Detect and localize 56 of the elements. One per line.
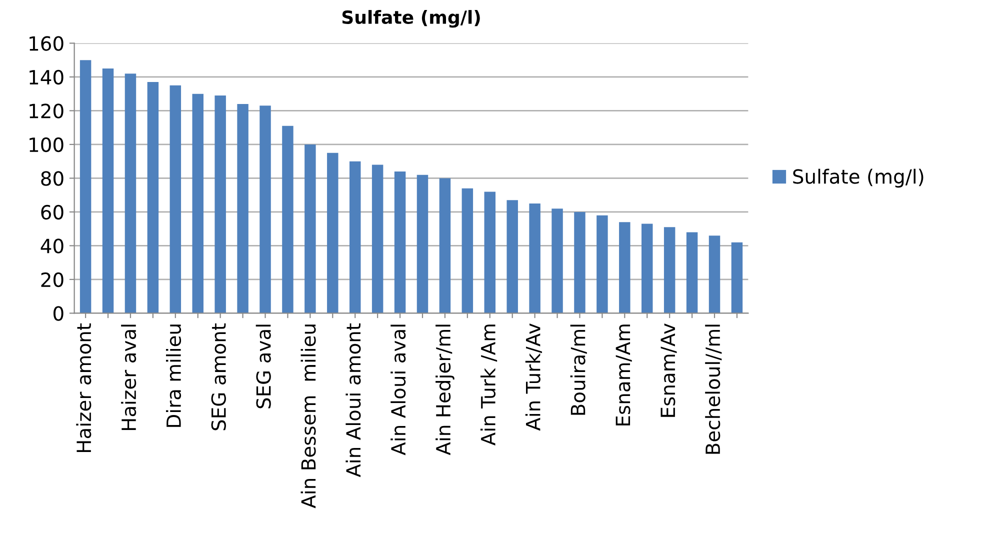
bar xyxy=(214,96,226,314)
bar xyxy=(102,68,114,314)
bar xyxy=(237,104,248,314)
x-tick-label: Dira milieu xyxy=(166,324,182,427)
x-tick-label: Ain Turk/Av xyxy=(525,323,542,431)
bar xyxy=(596,215,608,314)
bar xyxy=(147,82,159,314)
y-tick-label: 120 xyxy=(30,104,64,118)
x-tick-label: Bouira/ml xyxy=(570,324,587,415)
bar xyxy=(708,236,720,314)
x-tick-label: Ain Turk /Am xyxy=(480,324,498,446)
x-tick-label: SEG aval xyxy=(256,324,271,408)
bar xyxy=(462,188,474,314)
bar xyxy=(282,126,294,314)
x-tick-label: Ain Aloui aval xyxy=(390,324,406,456)
y-tick-label: 20 xyxy=(41,272,64,288)
bar xyxy=(506,200,518,314)
bar xyxy=(552,208,563,314)
y-tick-label: 60 xyxy=(41,204,64,220)
bar xyxy=(192,94,204,314)
y-tick-label: 100 xyxy=(30,137,64,152)
bar xyxy=(260,106,271,314)
y-tick-label: 140 xyxy=(30,70,64,85)
x-tick-label: Haizer aval xyxy=(121,324,136,430)
bar xyxy=(619,222,630,314)
bar xyxy=(439,178,451,314)
chart-title: Sulfate (mg/l) xyxy=(342,10,480,28)
x-tick-label: Ain Hedjer/ml xyxy=(436,324,454,456)
x-tick-label: Ain Aloui amont xyxy=(346,323,361,478)
bar xyxy=(372,164,384,314)
bar xyxy=(686,232,698,314)
y-tick-label: 80 xyxy=(41,171,64,186)
bar xyxy=(529,204,540,314)
bar xyxy=(731,242,743,314)
x-tick-label: Haizer amont xyxy=(76,323,92,452)
bar xyxy=(394,171,406,314)
bar xyxy=(327,152,338,314)
legend-label: Sulfate (mg/l) xyxy=(793,168,924,188)
x-tick-label: Ain Bessem milieu xyxy=(300,324,316,508)
bar xyxy=(349,161,361,314)
bar xyxy=(80,60,92,314)
bar xyxy=(124,74,136,314)
bar xyxy=(664,227,676,314)
bar xyxy=(642,224,653,314)
x-tick-label: SEG amont xyxy=(211,323,226,430)
x-tick-label: Esnam/Am xyxy=(616,324,632,426)
bar xyxy=(484,192,496,314)
y-tick-label: 0 xyxy=(54,306,64,321)
bar xyxy=(170,85,182,314)
y-tick-label: 160 xyxy=(30,36,64,51)
x-tick-label: Becheloul//ml xyxy=(705,324,722,454)
bar xyxy=(416,174,428,314)
bar xyxy=(574,212,586,314)
y-tick-label: 40 xyxy=(40,238,64,254)
bar xyxy=(304,144,316,314)
x-tick-label: Esnam/Av xyxy=(660,324,677,417)
